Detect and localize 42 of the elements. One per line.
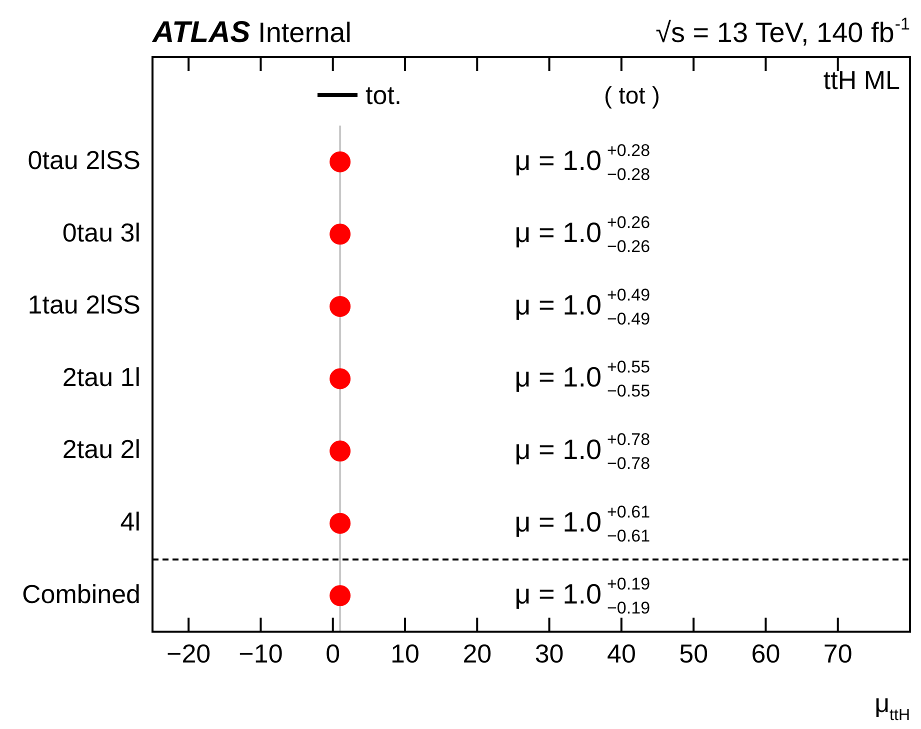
annotation: μ = 1.0 [514,144,602,176]
x-tick-label: −20 [166,638,211,669]
annotation: −0.61 [607,526,650,546]
chart-title: ATLAS Internal [152,16,352,49]
annotation: +0.49 [607,285,650,304]
annotation: −0.26 [607,237,650,256]
y-tick-label: 4l [120,506,141,537]
annotation: μ = 1.0 [514,217,602,248]
annotation: −0.28 [607,164,650,184]
y-tick-label: Combined [22,578,141,609]
text: ttH ML [823,65,900,95]
x-tick-label: 30 [534,638,564,669]
annotation: μ = 1.0 [514,289,602,320]
y-tick-label: 0tau 3l [62,217,141,248]
x-tick-label: 10 [390,638,420,669]
x-tick-label: 60 [751,638,780,669]
annotation: +0.26 [607,213,650,232]
annotation: μ = 1.0 [514,434,602,466]
y-tick-label: 1tau 2lSS [28,290,141,320]
annotation: +0.61 [607,502,650,522]
annotation: +0.19 [607,574,650,594]
series-label: tot. [366,80,402,110]
x-tick-label: 70 [823,638,852,669]
x-tick-label: 20 [462,638,492,669]
x-tick-label: 0 [326,638,340,669]
annotation: −0.19 [607,598,650,618]
annotation: +0.78 [607,430,650,450]
y-tick-label: 2tau 1l [62,362,141,392]
annotation: −0.55 [607,382,650,401]
y-tick-label: 0tau 2lSS [28,145,141,176]
x-tick-label: −10 [238,638,283,669]
annotation: −0.49 [607,309,650,328]
text: ( tot ) [604,82,660,110]
annotation: −0.78 [607,454,650,474]
y-tick-label: 2tau 2l [62,434,141,464]
annotation: +0.28 [607,140,650,160]
annotation: +0.55 [607,358,650,377]
annotation: μ = 1.0 [514,578,602,610]
x-tick-label: 50 [679,638,708,669]
annotation: μ = 1.0 [514,362,602,393]
annotation: μ = 1.0 [514,506,602,538]
x-tick-label: 40 [606,638,636,669]
